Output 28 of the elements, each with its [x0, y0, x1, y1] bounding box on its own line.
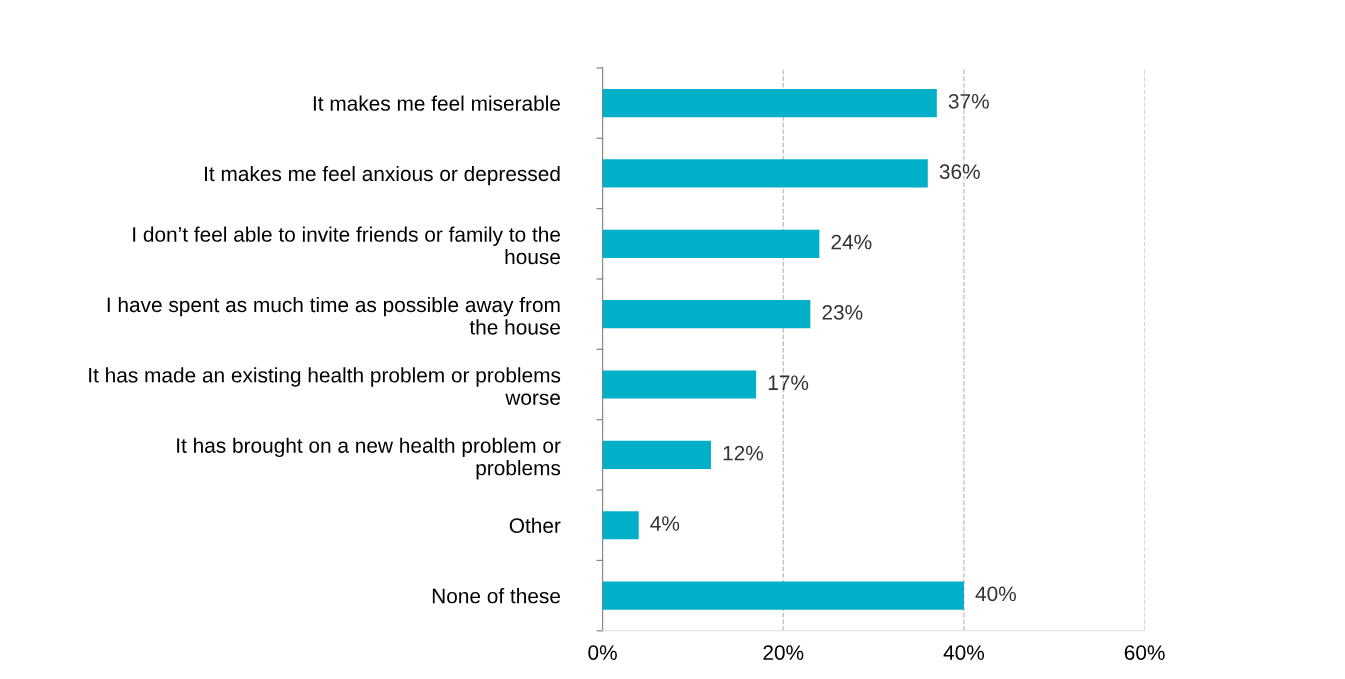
data-label: 4%: [650, 516, 680, 531]
bar: [602, 581, 964, 610]
y-tick-label: It makes me feel miserable: [313, 95, 560, 111]
bar: [602, 440, 711, 469]
data-label: 36%: [939, 164, 980, 180]
y-tick-label: I have spent as much time as possible away from the house: [107, 296, 560, 335]
bar: [602, 159, 928, 188]
data-label: 17%: [768, 375, 809, 391]
y-tick-label: None of these: [432, 588, 560, 604]
data-label: 12%: [723, 445, 764, 461]
x-tick-label: 40%: [943, 645, 985, 660]
x-tick-label: 60%: [1124, 645, 1165, 660]
bar: [602, 89, 937, 118]
bar: [602, 511, 639, 540]
bar: [602, 229, 820, 258]
bar: [602, 370, 757, 399]
y-tick-label: It has made an existing health problem or problems worse: [89, 367, 561, 406]
y-tick-label: It has brought on a new health problem or problems: [177, 437, 561, 480]
bar: [602, 300, 811, 329]
x-tick-label: 0%: [588, 645, 617, 660]
data-label: 23%: [822, 305, 863, 320]
x-tick-label: 20%: [763, 645, 804, 660]
data-label: 40%: [975, 586, 1016, 602]
data-label: 24%: [831, 234, 872, 250]
data-label: 37%: [948, 93, 989, 109]
y-tick-label: I don’t feel able to invite friends or family to the house: [133, 226, 560, 265]
y-tick-label: Other: [509, 517, 561, 533]
y-tick-label: It makes me feel anxious or depressed: [205, 165, 560, 186]
